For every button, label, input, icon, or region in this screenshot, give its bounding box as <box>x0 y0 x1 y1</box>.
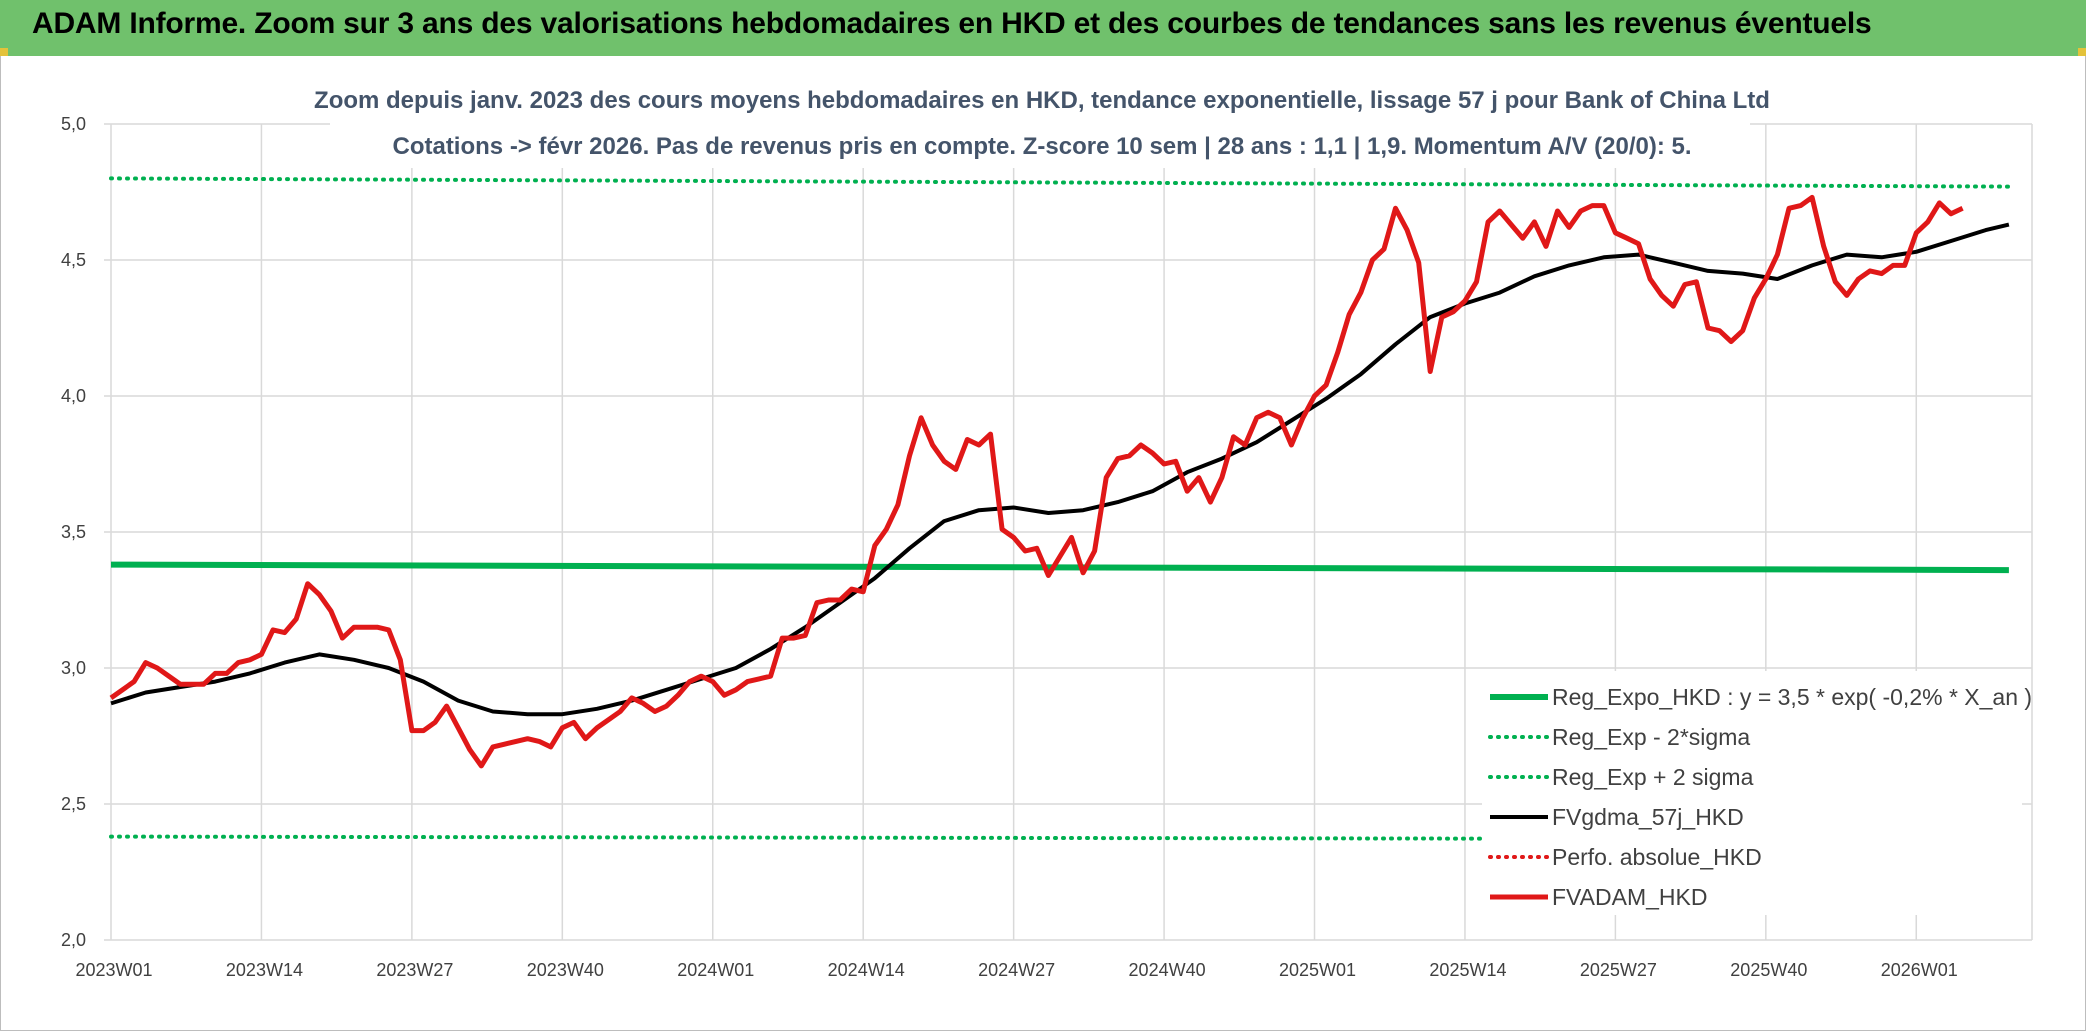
series-line-reg_exp <box>109 176 2011 189</box>
y-tick-label: 2,5 <box>61 794 86 814</box>
legend-label: FVgdma_57j_HKD <box>1552 804 1744 830</box>
y-tick-label: 2,0 <box>61 930 86 950</box>
series-line-reg_expo_hkd <box>110 561 2009 574</box>
legend-label: Reg_Exp + 2 sigma <box>1552 764 1754 790</box>
corner-mark-left <box>0 48 8 56</box>
x-tick-label: 2025W01 <box>1279 960 1356 980</box>
header-bar: ADAM Informe. Zoom sur 3 ans des valoris… <box>0 0 2086 56</box>
y-tick-label: 3,0 <box>61 658 86 678</box>
x-tick-label: 2024W14 <box>828 960 905 980</box>
x-tick-label: 2025W14 <box>1429 960 1506 980</box>
header-title: ADAM Informe. Zoom sur 3 ans des valoris… <box>32 7 1872 40</box>
y-tick-label: 4,0 <box>61 386 86 406</box>
x-tick-label: 2023W01 <box>75 960 152 980</box>
x-tick-label: 2024W01 <box>677 960 754 980</box>
legend-label: Perfo. absolue_HKD <box>1552 844 1762 870</box>
series-line-fvgdma_57j_hkd <box>110 222 2010 717</box>
x-tick-label: 2025W40 <box>1730 960 1807 980</box>
chart-title-background <box>330 82 1750 168</box>
legend: Reg_Expo_HKD : y = 3,5 * exp( -0,2% * X_… <box>1482 671 2032 915</box>
chart-subtitle: Cotations -> févr 2026. Pas de revenus p… <box>392 133 1691 160</box>
x-tick-label: 2024W27 <box>978 960 1055 980</box>
x-tick-label: 2023W40 <box>527 960 604 980</box>
x-tick-label: 2025W27 <box>1580 960 1657 980</box>
corner-mark-right <box>2078 48 2086 56</box>
series-line-fvadam_hkd <box>109 194 1964 769</box>
x-tick-label: 2024W40 <box>1129 960 1206 980</box>
x-tick-label: 2023W14 <box>226 960 303 980</box>
series-layer <box>109 176 2011 842</box>
legend-label: FVADAM_HKD <box>1552 884 1708 910</box>
legend-background <box>1482 671 2022 915</box>
x-tick-label: 2026W01 <box>1881 960 1958 980</box>
chart-title: Zoom depuis janv. 2023 des cours moyens … <box>314 87 1770 114</box>
y-tick-label: 4,5 <box>61 250 86 270</box>
axis-labels: 2,0 2,5 3,0 3,5 4,0 4,5 5,0 2023W01 2023W14 2023W… <box>61 114 1958 980</box>
legend-label: Reg_Expo_HKD : y = 3,5 * exp( -0,2% * X_… <box>1552 684 2032 710</box>
x-tick-label: 2023W27 <box>376 960 453 980</box>
y-tick-label: 3,5 <box>61 522 86 542</box>
y-tick-label: 5,0 <box>61 114 86 134</box>
line-chart: Zoom depuis janv. 2023 des cours moyens … <box>61 82 2033 980</box>
legend-label: Reg_Exp - 2*sigma <box>1552 724 1750 750</box>
